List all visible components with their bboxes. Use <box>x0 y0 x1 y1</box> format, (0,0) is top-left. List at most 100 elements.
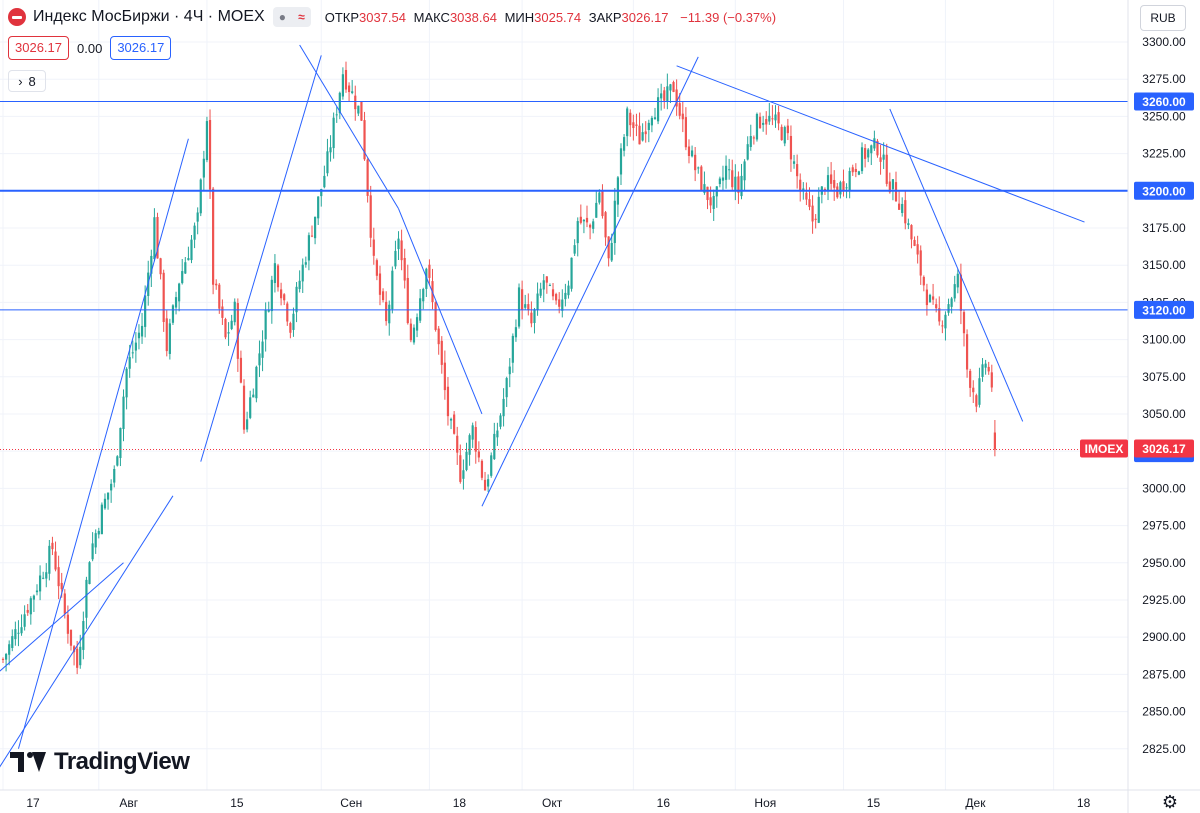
candle-down <box>446 386 450 417</box>
candle-down <box>975 395 978 407</box>
candle-down <box>208 119 212 190</box>
candle-down <box>477 451 480 458</box>
level-badge: 3260.00 <box>1142 95 1186 109</box>
candle-up <box>561 299 564 311</box>
candles <box>1 61 996 675</box>
candle-up <box>422 289 425 302</box>
price-axis[interactable]: 2825.00 2850.00 2875.00 2900.00 2925.00 2950.… <box>1142 35 1186 756</box>
candle-up <box>953 284 956 299</box>
candle-up <box>42 577 45 579</box>
candle-up <box>329 147 332 153</box>
candle-up <box>8 644 11 655</box>
indicators-toggle[interactable]: › 8 <box>8 70 46 92</box>
candle-down <box>239 357 243 383</box>
symbol-badge-bg <box>1080 439 1128 458</box>
candle-up <box>891 179 895 190</box>
candle-up <box>928 294 932 303</box>
candle-up <box>576 221 579 244</box>
candle-down <box>347 85 351 93</box>
candle-up <box>508 366 511 375</box>
candle-down <box>842 181 845 191</box>
symbol-legend: Индекс МосБиржи · 4Ч · MOEX ● ≈ ОТКР3037… <box>8 6 776 28</box>
candle-up <box>514 327 518 338</box>
candle-up <box>14 629 17 640</box>
candle-up <box>110 483 113 491</box>
candle-down <box>453 414 456 434</box>
candle-up <box>397 238 400 250</box>
candle-down <box>805 192 808 200</box>
candle-down <box>369 195 372 238</box>
candle-down <box>480 460 484 478</box>
trend-lines[interactable] <box>0 44 1085 786</box>
trend-line <box>676 65 1085 223</box>
tradingview-logo[interactable]: TradingView <box>10 748 190 776</box>
candle-up <box>762 122 765 125</box>
candle-up <box>783 127 786 144</box>
level-badge-bg <box>1134 181 1194 200</box>
symbol-title[interactable]: Индекс МосБиржи · 4Ч · MOEX <box>33 8 265 25</box>
currency-button[interactable]: RUB <box>1140 5 1186 31</box>
symbol-badge: IMOEX <box>1085 442 1124 456</box>
candle-up <box>978 378 981 405</box>
candle-up <box>598 192 601 203</box>
candle-up <box>103 498 107 509</box>
candle-up <box>94 533 97 548</box>
candle-up <box>653 117 657 120</box>
trend-line <box>0 562 124 672</box>
candle-up <box>517 287 521 327</box>
buy-price[interactable]: 3026.17 <box>110 36 172 60</box>
price-tick-label: 2850.00 <box>1142 705 1186 719</box>
price-tick-label: 3275.00 <box>1142 72 1186 86</box>
time-tick-label: Сен <box>340 796 362 810</box>
horizontal-levels[interactable] <box>0 101 1128 311</box>
candle-up <box>468 435 471 455</box>
candle-up <box>712 196 715 209</box>
legend-toggle[interactable]: ● ≈ <box>272 7 311 27</box>
candle-up <box>848 170 851 191</box>
candle-down <box>215 283 218 286</box>
candle-up <box>870 145 873 154</box>
candle-down <box>638 125 641 145</box>
candle-up <box>227 332 230 334</box>
candle-up <box>907 223 910 226</box>
time-axis[interactable]: 17 Авг 15 Сен 18 Окт 16 Ноя 15 Дек 18 <box>26 796 1090 810</box>
candle-up <box>425 268 428 289</box>
candle-down <box>854 168 857 172</box>
time-tick-label: Окт <box>542 796 563 810</box>
settings-gear-icon[interactable]: ⚙ <box>1161 792 1178 812</box>
candle-up <box>622 137 626 151</box>
candle-up <box>496 430 499 438</box>
candle-down <box>555 294 558 301</box>
candle-up <box>613 200 616 244</box>
candle-up <box>743 161 746 181</box>
candle-down <box>919 250 922 276</box>
candle-up <box>592 221 595 229</box>
candle-up <box>292 313 295 330</box>
close-value: 3026.17 <box>621 9 669 25</box>
candle-down <box>60 582 63 590</box>
candle-up <box>199 179 202 214</box>
candle-down <box>931 296 935 300</box>
candle-up <box>857 171 861 175</box>
candle-up <box>128 357 131 369</box>
candle-up <box>100 504 103 535</box>
candle-up <box>332 117 335 149</box>
open-label: ОТКР <box>324 9 359 25</box>
candle-down <box>360 101 363 121</box>
candle-down <box>474 427 477 452</box>
candle-down <box>54 551 57 570</box>
candle-up <box>845 187 848 189</box>
candle-up <box>171 305 175 323</box>
candle-down <box>276 265 280 288</box>
candle-up <box>29 598 32 615</box>
candle-up <box>487 479 490 487</box>
candle-down <box>558 299 561 307</box>
candle-down <box>400 240 403 261</box>
candle-down <box>904 200 907 224</box>
candle-down <box>403 257 406 281</box>
trend-line <box>481 56 699 507</box>
price-tick-label: 3250.00 <box>1142 109 1186 123</box>
candle-up <box>774 114 777 121</box>
sell-price[interactable]: 3026.17 <box>8 36 69 60</box>
